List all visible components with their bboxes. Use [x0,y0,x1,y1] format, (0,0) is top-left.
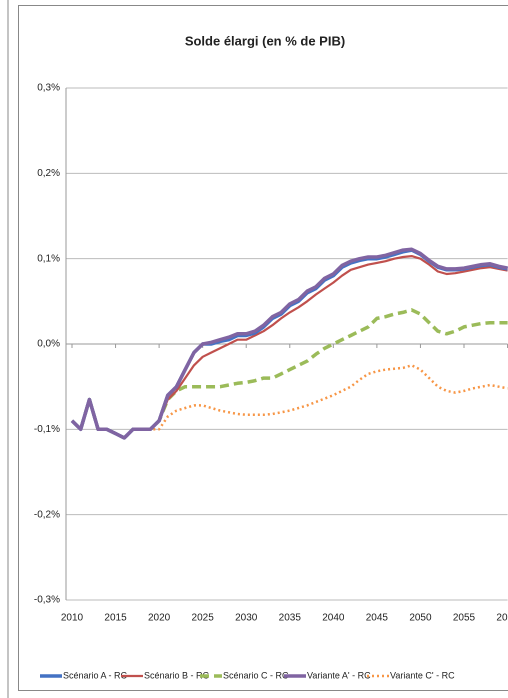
chart-title: Solde élargi (en % de PIB) [185,33,345,48]
legend-label: Variante C' - RC [390,670,455,680]
x-tick-label: 2050 [409,613,432,624]
y-tick-label: 0,0% [37,339,60,350]
y-tick-label: -0,2% [34,509,60,520]
y-tick-label: -0,1% [34,424,60,435]
y-tick-label: 0,3% [37,83,60,94]
legend-label: Scénario C - RC [223,670,289,680]
x-tick-label: 2035 [279,613,302,624]
x-tick-label: 2015 [104,613,127,624]
legend-label: Variante A' - RC [307,670,371,680]
x-tick-label: 2045 [366,613,389,624]
x-tick-label: 2060 [496,613,508,624]
x-tick-label: 2055 [453,613,476,624]
legend-label: Scénario B - RC [144,670,210,680]
x-tick-label: 2020 [148,613,171,624]
x-tick-label: 2040 [322,613,345,624]
x-tick-label: 2030 [235,613,258,624]
y-tick-label: 0,1% [37,253,60,264]
y-tick-label: 0,2% [37,168,60,179]
legend-label: Scénario A - RC [63,670,128,680]
x-tick-label: 2010 [61,613,84,624]
chart-frame [18,5,508,691]
series-line [70,247,508,440]
y-tick-label: -0,3% [34,595,60,606]
x-tick-label: 2025 [192,613,215,624]
